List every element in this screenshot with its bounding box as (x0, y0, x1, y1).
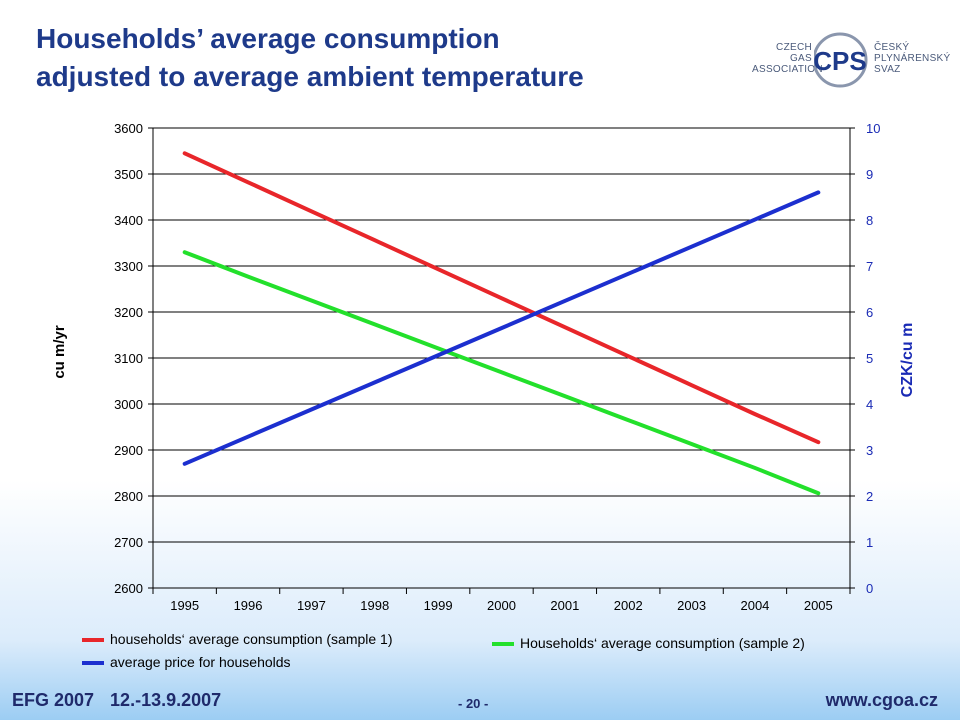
y-right-tick-label: 7 (866, 259, 873, 274)
y-right-tick-label: 9 (866, 167, 873, 182)
x-tick-label: 2000 (487, 598, 516, 613)
y-left-tick-label: 3300 (114, 259, 143, 274)
y-right-tick-label: 5 (866, 351, 873, 366)
y-left-axis-title: cu m/yr (51, 325, 68, 379)
y-left-tick-label: 3400 (114, 213, 143, 228)
x-tick-label: 2003 (677, 598, 706, 613)
x-tick-label: 1995 (170, 598, 199, 613)
title-line-1: Households’ average consumption (36, 23, 500, 54)
line-chart: 2600270028002900300031003200330034003500… (51, 121, 916, 613)
y-right-tick-label: 3 (866, 443, 873, 458)
y-left-tick-label: 3000 (114, 397, 143, 412)
logo-right-text: ČESKÝ PLYNÁRENSKÝ SVAZ (874, 42, 954, 75)
y-right-tick-label: 10 (866, 121, 880, 136)
cgoa-logo: CZECH GAS ASSOCIATION CPS ČESKÝ PLYNÁREN… (718, 26, 950, 96)
footer-dates: 12.-13.9.2007 (110, 690, 222, 710)
footer-event: EFG 2007 12.-13.9.2007 (12, 690, 237, 711)
x-tick-label: 1996 (234, 598, 263, 613)
y-left-tick-label: 3600 (114, 121, 143, 136)
series-line-1 (182, 151, 821, 445)
y-left-tick-label: 2800 (114, 489, 143, 504)
x-tick-label: 2001 (550, 598, 579, 613)
y-left-tick-label: 2700 (114, 535, 143, 550)
y-right-tick-label: 8 (866, 213, 873, 228)
x-tick-label: 2004 (740, 598, 769, 613)
logo-mark-icon: CPS (814, 32, 868, 88)
logo-left-line: ASSOCIATION (752, 64, 823, 75)
legend-label: Households‘ average consumption (sample … (520, 635, 805, 651)
logo-mark-text: CPS (814, 46, 867, 76)
x-tick-label: 1999 (424, 598, 453, 613)
footer-event-name: EFG 2007 (12, 690, 95, 710)
y-right-axis-title: CZK/cu m (899, 323, 916, 398)
logo-right-line: ČESKÝ (874, 42, 910, 53)
logo-left-line: CZECH (776, 42, 812, 53)
title-line-2: adjusted to average ambient temperature (36, 61, 584, 92)
legend-swatch-red (82, 638, 104, 643)
legend-swatch-blue (82, 661, 104, 666)
logo-right-line: SVAZ (874, 64, 901, 75)
x-tick-label: 2005 (804, 598, 833, 613)
y-right-tick-label: 0 (866, 581, 873, 596)
y-right-tick-label: 2 (866, 489, 873, 504)
x-tick-label: 2002 (614, 598, 643, 613)
legend-label: households‘ average consumption (sample … (110, 631, 393, 647)
y-right-tick-label: 6 (866, 305, 873, 320)
y-left-tick-label: 2600 (114, 581, 143, 596)
footer-url[interactable]: www.cgoa.cz (825, 690, 938, 710)
legend-swatch-green (492, 642, 514, 647)
y-right-tick-label: 4 (866, 397, 873, 412)
legend-label: average price for households (110, 654, 291, 670)
slide-title: Households’ average consumption adjusted… (36, 20, 716, 96)
x-tick-label: 1997 (297, 598, 326, 613)
logo-left-text: CZECH GAS ASSOCIATION (752, 42, 823, 75)
legend-item-sample-1: households‘ average consumption (sample … (82, 631, 393, 647)
legend-item-sample-2: Households‘ average consumption (sample … (492, 635, 805, 651)
y-right-tick-label: 1 (866, 535, 873, 550)
footer-page-number: - 20 - (458, 696, 489, 711)
x-tick-label: 1998 (360, 598, 389, 613)
legend-item-price: average price for households (82, 654, 291, 670)
logo-left-line: GAS (789, 53, 812, 64)
y-left-tick-label: 3100 (114, 351, 143, 366)
series-line-2 (182, 250, 821, 496)
logo-right-line: PLYNÁRENSKÝ (874, 53, 951, 64)
y-left-tick-label: 2900 (114, 443, 143, 458)
y-left-tick-label: 3200 (114, 305, 143, 320)
y-left-tick-label: 3500 (114, 167, 143, 182)
series-line-3 (182, 190, 821, 466)
